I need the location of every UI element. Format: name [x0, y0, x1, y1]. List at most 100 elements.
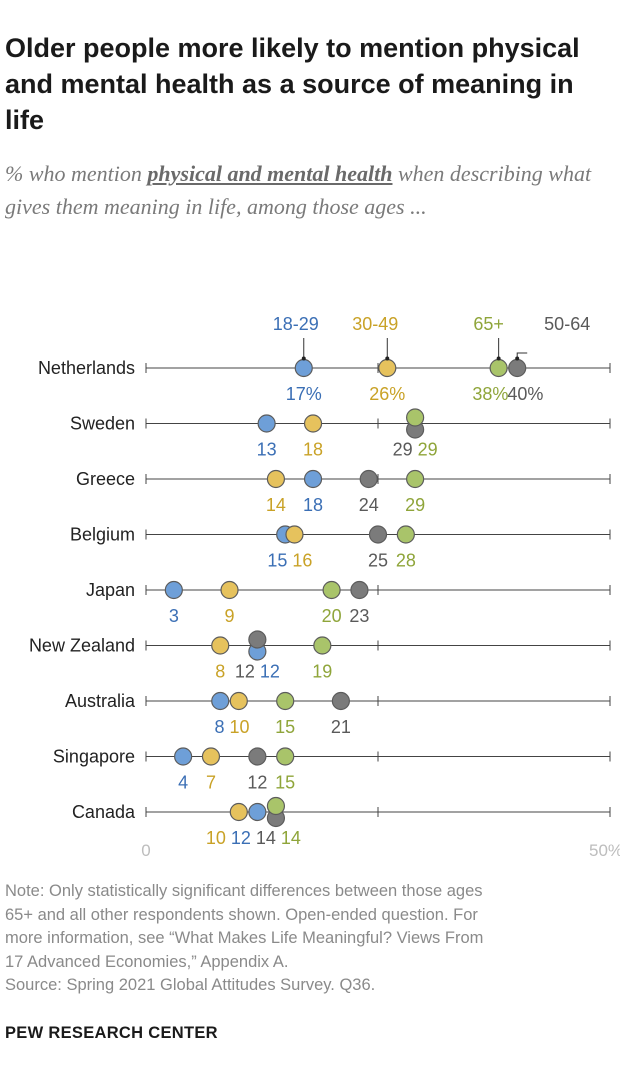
chart-notes: Note: Only statistically significant dif…: [5, 880, 615, 998]
dot-50-64: [248, 630, 267, 649]
dot-65+: [489, 358, 508, 378]
dot-65+: [322, 580, 341, 600]
legend-leader-dot: [301, 356, 306, 361]
value-label-18-29: 3: [169, 606, 179, 626]
country-label: Belgium: [70, 525, 135, 545]
dot-18-29: [303, 469, 323, 489]
chart-subtitle: % who mention physical and mental health…: [5, 157, 617, 223]
value-label-18-29: 17%: [286, 384, 322, 404]
subtitle-prefix: % who mention: [5, 161, 148, 186]
value-label-65+: 38%: [472, 384, 508, 404]
value-label-30-49: 8: [215, 662, 225, 682]
value-label-50-64: 29: [393, 440, 413, 460]
country-label: Singapore: [53, 747, 135, 767]
brand-logo-text: PEW RESEARCH CENTER: [5, 1024, 218, 1042]
value-label-30-49: 7: [206, 773, 216, 793]
legend-leader-dot: [515, 356, 520, 361]
dot-30-49: [229, 802, 248, 822]
legend-30-49: 30-49: [352, 314, 398, 334]
value-label-65+: 19: [312, 662, 332, 682]
country-label: New Zealand: [29, 636, 135, 656]
country-label: Australia: [65, 691, 136, 711]
source-line: Source: Spring 2021 Global Attitudes Sur…: [5, 976, 376, 994]
dot-50-64: [359, 469, 378, 489]
value-label-30-49: 14: [266, 495, 286, 515]
dot-50-64: [350, 580, 369, 600]
value-label-50-64: 12: [235, 662, 255, 682]
country-label: Greece: [76, 469, 135, 489]
value-label-18-29: 15: [267, 551, 287, 571]
value-label-65+: 28: [396, 551, 416, 571]
note-line: Note: Only statistically significant dif…: [5, 882, 483, 900]
x-tick-label: 50%: [589, 841, 620, 860]
dot-30-49: [266, 469, 286, 489]
chart-title: Older people more likely to mention phys…: [5, 33, 580, 135]
dot-50-64: [248, 747, 267, 766]
dot-65+: [266, 796, 286, 816]
dot-65+: [406, 469, 425, 489]
legend-18-29: 18-29: [273, 314, 319, 334]
value-label-65+: 15: [275, 773, 295, 793]
value-label-30-49: 26%: [369, 384, 405, 404]
value-label-50-64: 14: [256, 828, 276, 848]
value-label-65+: 29: [418, 440, 438, 460]
subtitle-highlight: physical and mental health: [147, 161, 393, 186]
value-label-18-29: 8: [215, 717, 225, 737]
legend-leader-dot: [496, 356, 501, 361]
dot-65+: [276, 747, 295, 766]
dot-65+: [313, 636, 332, 655]
value-label-50-64: 21: [331, 717, 351, 737]
value-label-65+: 15: [275, 717, 295, 737]
dot-30-49: [201, 747, 221, 766]
dot-18-29: [174, 747, 193, 766]
dot-65+: [276, 691, 295, 711]
value-label-18-29: 12: [231, 828, 251, 848]
dot-50-64: [508, 358, 527, 378]
dot-65+: [406, 408, 425, 427]
value-label-30-49: 10: [206, 828, 226, 848]
value-label-18-29: 18: [303, 495, 323, 515]
legend-leader-dot: [385, 356, 390, 361]
value-label-65+: 20: [322, 606, 342, 626]
subtitle-suffix: when describing what gives them meaning …: [5, 161, 592, 219]
dot-30-49: [303, 414, 323, 433]
note-line: more information, see “What Makes Life M…: [5, 929, 484, 947]
value-label-18-29: 4: [178, 773, 188, 793]
dot-30-49: [211, 636, 230, 655]
value-label-50-64: 40%: [507, 384, 543, 404]
value-label-30-49: 18: [303, 440, 323, 460]
x-tick-label: 0: [141, 841, 150, 860]
dot-30-49: [285, 525, 304, 544]
dot-18-29: [164, 580, 183, 600]
dot-50-64: [331, 691, 350, 711]
value-label-18-29: 12: [260, 662, 280, 682]
value-label-30-49: 16: [292, 551, 312, 571]
value-label-18-29: 13: [257, 440, 277, 460]
dot-50-64: [368, 525, 388, 544]
legend-65+: 65+: [473, 314, 504, 334]
dot-18-29: [294, 358, 313, 378]
country-label: Sweden: [70, 414, 135, 434]
note-line: 65+ and all other respondents shown. Ope…: [5, 905, 478, 924]
value-label-30-49: 9: [225, 606, 235, 626]
dot-30-49: [229, 691, 248, 711]
dot-18-29: [211, 691, 230, 711]
value-label-50-64: 23: [349, 606, 369, 626]
value-label-50-64: 12: [247, 773, 267, 793]
value-label-50-64: 25: [368, 551, 388, 571]
country-label: Canada: [72, 802, 136, 822]
country-label: Netherlands: [38, 358, 135, 378]
legend-50-64: 50-64: [544, 314, 590, 334]
dot-18-29: [248, 802, 267, 822]
note-line: 17 Advanced Economies,” Appendix A.: [5, 952, 289, 971]
value-label-65+: 14: [281, 828, 301, 848]
dot-65+: [396, 525, 415, 544]
dot-18-29: [257, 414, 276, 433]
value-label-65+: 29: [405, 495, 425, 515]
value-label-50-64: 24: [359, 495, 379, 515]
dot-30-49: [220, 580, 239, 600]
country-label: Japan: [86, 580, 135, 600]
value-label-30-49: 10: [230, 717, 250, 737]
dot-30-49: [378, 358, 397, 378]
